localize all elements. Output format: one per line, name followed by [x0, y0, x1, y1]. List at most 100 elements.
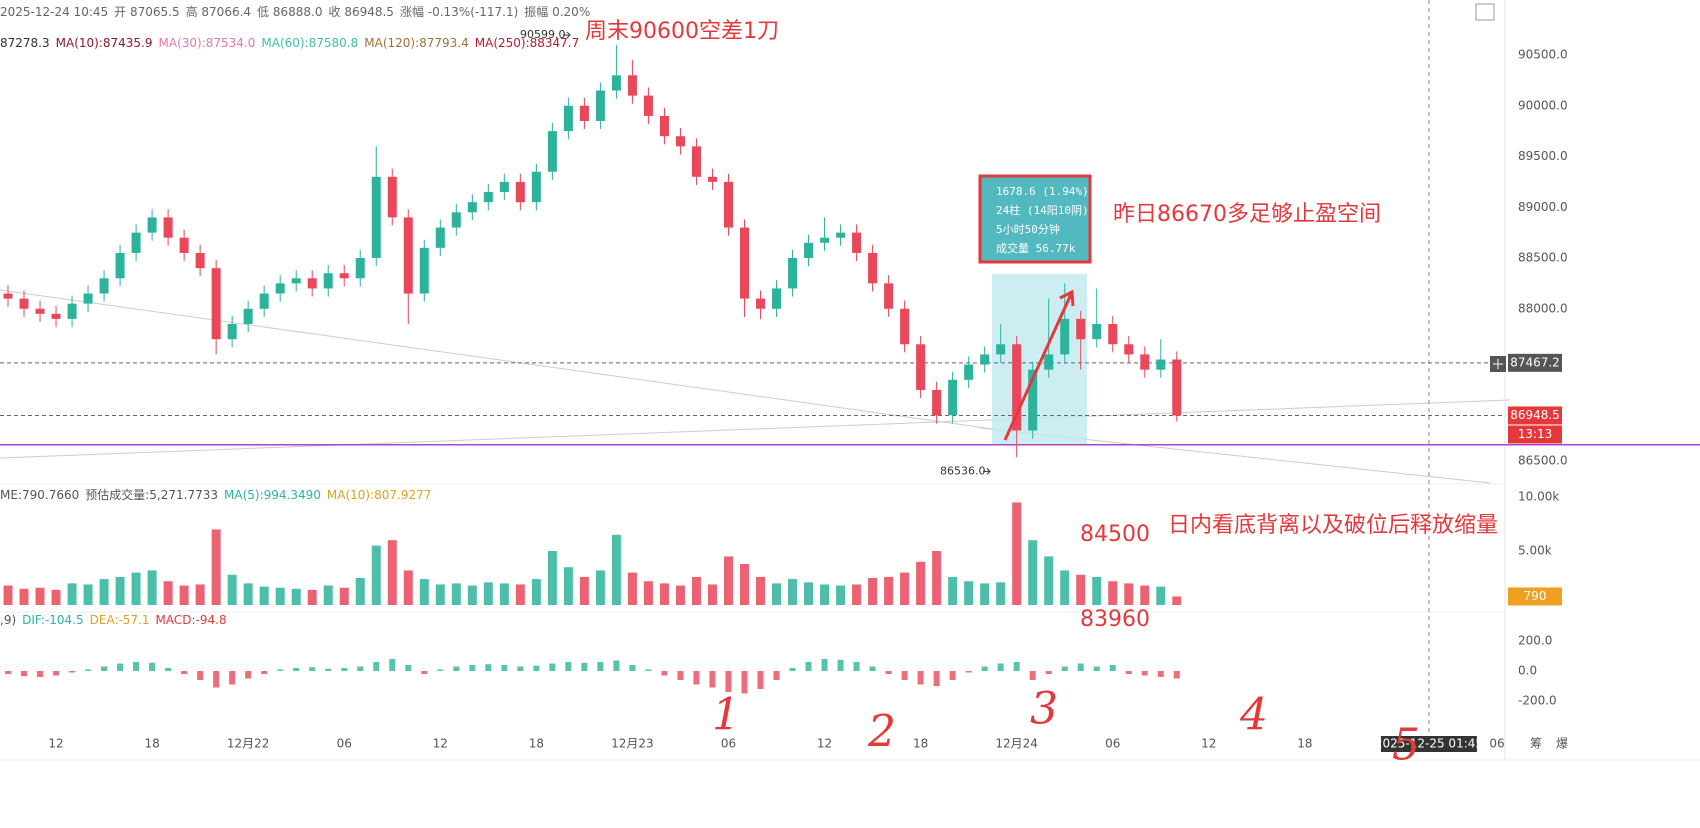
candle-body: [948, 379, 958, 416]
plus-icon: [1493, 359, 1503, 369]
candle-body: [483, 192, 493, 203]
x-tick-label: 06: [721, 737, 736, 751]
high: 高 87066.4: [185, 5, 252, 19]
handwritten-number: 3: [1030, 684, 1058, 735]
volume-bar: [355, 578, 365, 605]
candle-body: [1044, 354, 1054, 370]
macd-bar: [661, 671, 668, 676]
fullscreen-button[interactable]: [1475, 3, 1495, 21]
candle-body: [451, 212, 461, 228]
corner-button: 筹: [1530, 737, 1542, 751]
macd-legend: ,9) DIF:-104.5 DEA:-57.1 MACD:-94.8: [0, 613, 233, 627]
macd-bar: [1141, 671, 1148, 676]
candle-body: [980, 354, 990, 365]
legend-item: 预估成交量:5,271.7733: [85, 488, 219, 502]
volume-bar: [451, 583, 461, 605]
legend-item: DEA:-57.1: [89, 613, 150, 627]
candle-body: [179, 237, 189, 253]
macd-bar: [421, 671, 428, 674]
candle-body: [387, 176, 397, 218]
macd-bar: [229, 671, 236, 685]
candle-body: [515, 181, 525, 203]
macd-bar: [773, 671, 780, 680]
volume-bar: [3, 585, 13, 605]
volume-bar: [884, 576, 894, 605]
macd-bar: [245, 671, 252, 679]
x-tick-label: 12月23: [611, 737, 654, 751]
macd-bar: [853, 662, 860, 671]
candle-body: [163, 217, 173, 238]
macd-bar: [1013, 662, 1020, 671]
volume-bar: [563, 567, 573, 605]
macd-bar: [597, 662, 604, 671]
macd-bar: [181, 671, 188, 674]
x-tick-label: 12: [48, 737, 63, 751]
candle-body: [1012, 344, 1022, 431]
volume-bar: [643, 581, 653, 605]
volume-bar: [675, 585, 685, 605]
x-tick-label: 12: [433, 737, 448, 751]
x-tick-label: 12月24: [995, 737, 1038, 751]
macd-bar: [389, 659, 396, 671]
volume-bar: [323, 585, 333, 605]
candle-body: [19, 298, 29, 309]
macd-bar: [325, 668, 332, 671]
amplitude: 振幅 0.20%: [524, 5, 591, 19]
close: 收 86948.5: [328, 5, 394, 19]
macd-bar: [101, 666, 108, 671]
macd-bar: [1157, 671, 1164, 677]
volume-bar: [1028, 540, 1038, 605]
macd-bar: [309, 667, 316, 671]
candle-body: [531, 171, 541, 203]
macd-bar: [613, 660, 620, 671]
trend-line: [0, 399, 1511, 459]
macd-bar: [53, 671, 60, 676]
candle-body: [83, 293, 93, 304]
countdown: 13:13: [1518, 427, 1553, 441]
macd-bar: [85, 669, 92, 671]
corner-button: 爆: [1556, 737, 1568, 751]
macd-bar: [293, 668, 300, 671]
macd-bar: [437, 669, 444, 671]
volume-bar: [243, 583, 253, 605]
macd-bar: [549, 663, 556, 671]
tooltip-box: [978, 174, 1092, 264]
volume-bar: [996, 582, 1006, 605]
volume-bar: [1060, 570, 1070, 605]
volume-bar: [499, 583, 509, 605]
y-tick-label: 86500.0: [1518, 454, 1568, 468]
candle-body: [195, 252, 205, 269]
handwritten-number: 2: [867, 707, 896, 758]
volume-bar: [147, 570, 157, 605]
low: 低 86888.0: [257, 5, 323, 19]
macd-bar: [469, 665, 476, 671]
macd-bar: [981, 666, 988, 671]
candle-body: [804, 242, 814, 258]
macd-bar: [373, 662, 380, 671]
volume-tick-label: 10.00k: [1518, 490, 1559, 504]
macd-bar: [741, 671, 748, 694]
macd-bar: [997, 663, 1004, 671]
candle-body: [772, 288, 782, 309]
candle-body: [51, 313, 61, 319]
macd-bar: [133, 662, 140, 671]
legend-item: MA(30):87534.0: [158, 36, 256, 50]
macd-bar: [261, 671, 268, 674]
time: 2025-12-24 10:45: [0, 5, 109, 19]
legend-item: MACD:-94.8: [155, 613, 227, 627]
candle-body: [467, 202, 477, 213]
volume-bar: [948, 576, 958, 605]
macd-bar: [821, 659, 828, 671]
volume-tick-label: 5.00k: [1518, 544, 1552, 558]
volume-bar: [595, 570, 605, 605]
volume-bar: [275, 587, 285, 605]
macd-bar: [37, 671, 44, 677]
macd-bar: [517, 666, 524, 671]
countdown-box: [1508, 425, 1562, 444]
candle-body: [1124, 344, 1134, 355]
volume-bar: [339, 587, 349, 605]
candle-body: [339, 273, 349, 279]
volume-bar: [163, 581, 173, 605]
handwritten-number: 1: [712, 690, 740, 741]
